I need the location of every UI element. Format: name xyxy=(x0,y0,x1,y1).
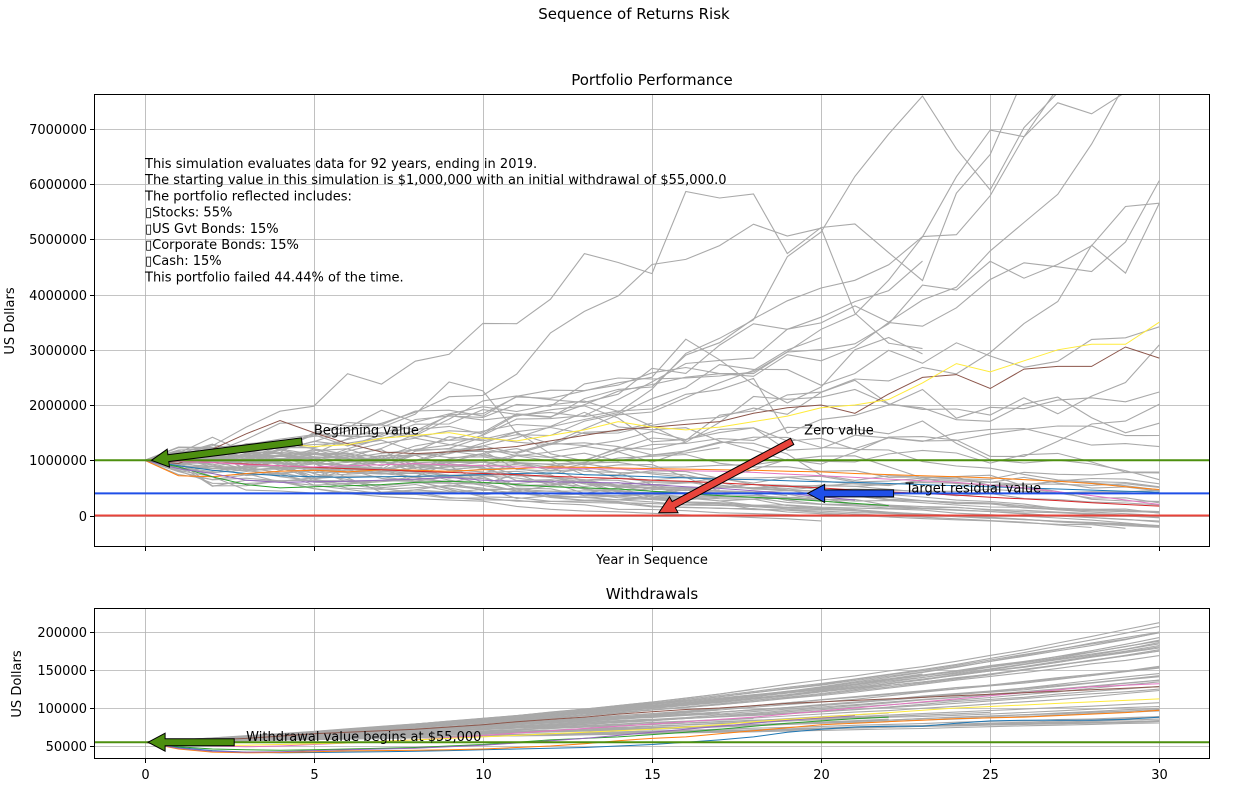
gray-series-line xyxy=(144,180,1160,461)
y-axis-ticks: 0 1000000 2000000 3000000 4000000 5000000 6000… xyxy=(29,123,94,525)
info-text-line: This simulation evaluates data for 92 ye… xyxy=(144,157,537,172)
axes-title: Withdrawals xyxy=(606,585,699,603)
suptitle: Sequence of Returns Risk xyxy=(538,5,730,23)
gray-series-line xyxy=(144,344,1160,461)
highlighted-series-line xyxy=(144,459,889,507)
x-axis-ticks xyxy=(145,547,1160,551)
gray-series-line xyxy=(144,94,1058,467)
info-text-line: ▯Cash: 15% xyxy=(145,254,222,269)
highlighted-series-line xyxy=(144,715,855,753)
highlighted-series-line xyxy=(144,459,855,501)
x-tick-label: 15 xyxy=(644,768,661,783)
gray-series-line xyxy=(144,665,1160,743)
y-axis-label: US Dollars xyxy=(10,650,25,717)
y-tick-label: 150000 xyxy=(37,664,87,679)
info-text-line: This portfolio failed 44.44% of the time… xyxy=(144,270,404,285)
x-tick-label: 5 xyxy=(310,768,318,783)
gray-series-line xyxy=(144,425,1160,469)
gray-series-line xyxy=(144,94,1124,461)
info-text-line: The starting value in this simulation is… xyxy=(144,173,727,188)
gray-series-line xyxy=(144,94,1055,463)
info-text: This simulation evaluates data for 92 ye… xyxy=(144,157,727,285)
highlighted-series-line xyxy=(144,459,1160,505)
axes-frame xyxy=(94,94,1210,547)
y-axis-ticks: 50000 100000 150000 200000 xyxy=(37,626,94,755)
x-tick-label: 10 xyxy=(475,768,492,783)
annotations: Withdrawal value begins at $55,000 xyxy=(147,730,481,753)
gray-series-line xyxy=(144,427,1160,488)
gray-series-line xyxy=(144,377,1160,461)
x-tick-label: 25 xyxy=(982,768,999,783)
annotations: Beginning value Zero value Target residual… xyxy=(150,423,1042,514)
y-axis-label: US Dollars xyxy=(3,287,18,354)
y-tick-label: 4000000 xyxy=(29,289,87,304)
highlighted-series-line xyxy=(144,459,1160,490)
highlighted-series-line xyxy=(144,686,1160,743)
gray-withdrawal-lines xyxy=(144,622,1160,743)
y-tick-label: 100000 xyxy=(37,702,87,717)
portfolio-performance-axes: Portfolio Performance Beginning value Zer… xyxy=(3,71,1210,568)
info-text-line: ▯US Gvt Bonds: 15% xyxy=(145,222,279,237)
target-residual-value-label: Target residual value xyxy=(905,481,1042,496)
withdrawal-begins-label: Withdrawal value begins at $55,000 xyxy=(246,730,481,745)
withdrawals-axes: Withdrawals Withdrawal value begins at $… xyxy=(10,585,1210,783)
gray-series-line xyxy=(144,411,1160,473)
target-residual-value-arrow xyxy=(806,483,895,504)
reference-lines xyxy=(94,459,1210,517)
y-tick-label: 200000 xyxy=(37,626,87,641)
info-text-line: ▯Corporate Bonds: 15% xyxy=(145,238,299,253)
gray-series-line xyxy=(144,94,1018,461)
gray-series-line xyxy=(144,457,855,510)
highlighted-series-line xyxy=(144,459,1160,493)
y-tick-label: 3000000 xyxy=(29,344,87,359)
y-tick-label: 1000000 xyxy=(29,454,87,469)
highlighted-simulation-lines xyxy=(144,321,1160,507)
x-tick-label: 20 xyxy=(813,768,830,783)
y-tick-label: 50000 xyxy=(46,740,87,755)
info-text-line: The portfolio reflected includes: xyxy=(144,189,352,204)
gray-series-line xyxy=(144,718,754,743)
zero-value-label: Zero value xyxy=(804,423,874,438)
y-tick-label: 0 xyxy=(79,510,87,525)
zero-value-arrow xyxy=(657,437,795,514)
beginning-value-label: Beginning value xyxy=(314,423,419,438)
y-tick-label: 6000000 xyxy=(29,178,87,193)
axes-title: Portfolio Performance xyxy=(571,71,733,89)
grid xyxy=(94,94,1210,547)
gray-series-line xyxy=(144,459,720,486)
gray-series-line xyxy=(144,452,1160,514)
x-axis-label: Year in Sequence xyxy=(595,553,708,568)
highlighted-series-line xyxy=(144,709,1160,754)
highlighted-series-line xyxy=(144,683,1160,748)
gray-series-line xyxy=(144,681,1160,743)
gray-series-line xyxy=(144,722,1160,743)
info-text-line: ▯Stocks: 55% xyxy=(145,206,232,221)
highlighted-series-line xyxy=(144,321,1160,461)
highlighted-series-line xyxy=(144,698,1160,746)
y-tick-label: 7000000 xyxy=(29,123,87,138)
gray-series-line xyxy=(144,459,1160,502)
x-axis-ticks: 0 5 10 15 20 25 30 xyxy=(141,759,1168,783)
beginning-value-arrow xyxy=(150,437,303,468)
axes-frame xyxy=(94,608,1210,759)
highlighted-series-line xyxy=(144,716,1160,754)
x-tick-label: 0 xyxy=(141,768,149,783)
gray-series-line xyxy=(144,405,1160,461)
y-tick-label: 5000000 xyxy=(29,233,87,248)
y-tick-label: 2000000 xyxy=(29,399,87,414)
gray-series-line xyxy=(144,94,1121,461)
withdrawal-begins-arrow xyxy=(147,732,235,753)
x-tick-label: 30 xyxy=(1151,768,1168,783)
gray-series-line xyxy=(144,202,1160,461)
gray-series-line xyxy=(144,223,923,461)
